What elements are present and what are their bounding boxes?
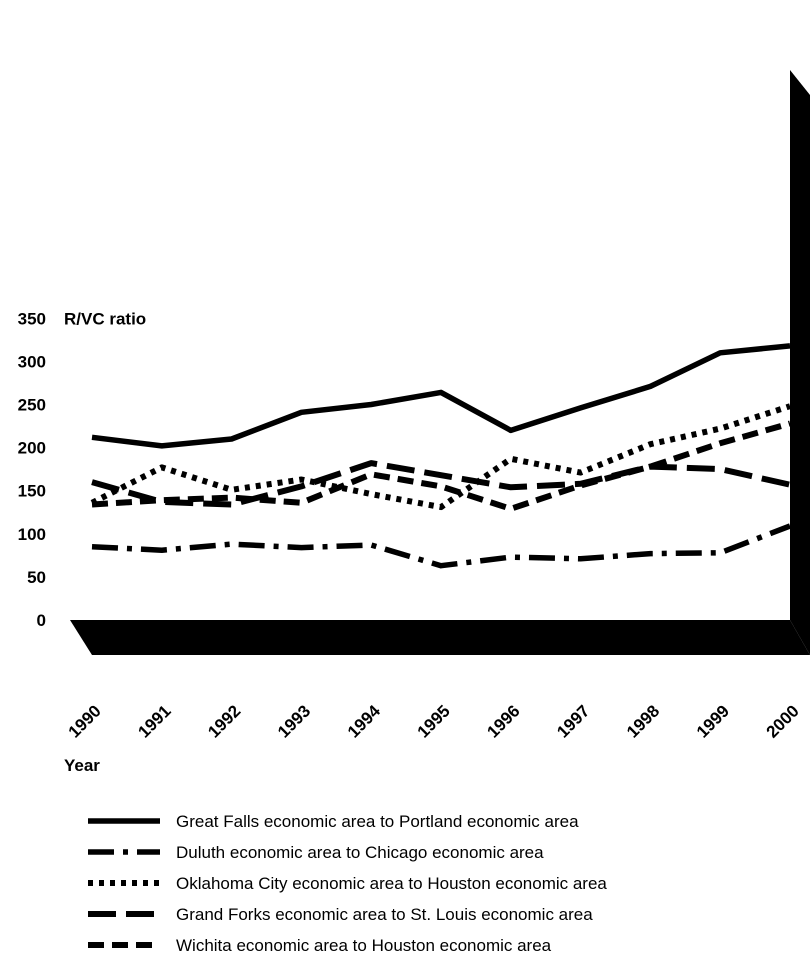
x-tick-label: 1990 <box>65 701 105 741</box>
chart-floor <box>70 70 810 655</box>
x-tick-label: 1993 <box>274 701 314 741</box>
legend-label-4: Grand Forks economic area to St. Louis e… <box>176 905 593 924</box>
y-tick-label: 50 <box>27 568 46 587</box>
y-axis-title: R/VC ratio <box>64 309 146 328</box>
legend-label-3: Oklahoma City economic area to Houston e… <box>176 874 607 893</box>
legend-label-1: Great Falls economic area to Portland ec… <box>176 812 579 831</box>
series-line-4 <box>91 460 791 508</box>
series-line-1 <box>91 343 791 449</box>
legend: Great Falls economic area to Portland ec… <box>88 812 607 955</box>
x-axis-ticks: 1990 1991 1992 1993 1994 1995 1996 1997 1998 1999… <box>65 701 803 742</box>
legend-label-2: Duluth economic area to Chicago economic… <box>176 843 544 862</box>
x-tick-label: 2000 <box>763 701 803 741</box>
x-tick-label: 1991 <box>134 701 174 741</box>
x-tick-label: 1996 <box>483 701 523 741</box>
x-tick-label: 1997 <box>553 701 593 741</box>
legend-label-5: Wichita economic area to Houston economi… <box>176 936 552 955</box>
y-tick-label: 150 <box>18 482 46 501</box>
x-tick-label: 1999 <box>693 701 733 741</box>
y-tick-label: 350 <box>18 309 46 328</box>
x-tick-label: 1995 <box>414 701 454 741</box>
series-line-2 <box>91 523 791 569</box>
x-axis-title: Year <box>64 756 100 775</box>
series-lines <box>90 343 791 569</box>
series-line-3 <box>90 403 791 511</box>
floor-slab <box>70 620 810 655</box>
y-tick-label: 0 <box>37 611 46 630</box>
y-axis-ticks: 0 50 100 150 200 250 300 350 <box>18 309 46 630</box>
right-wall <box>790 70 810 655</box>
y-tick-label: 250 <box>18 396 46 415</box>
x-tick-label: 1994 <box>344 701 385 742</box>
y-tick-label: 300 <box>18 352 46 371</box>
y-tick-label: 100 <box>18 525 46 544</box>
x-tick-label: 1998 <box>623 701 663 741</box>
x-tick-label: 1992 <box>204 701 244 741</box>
y-tick-label: 200 <box>18 439 46 458</box>
